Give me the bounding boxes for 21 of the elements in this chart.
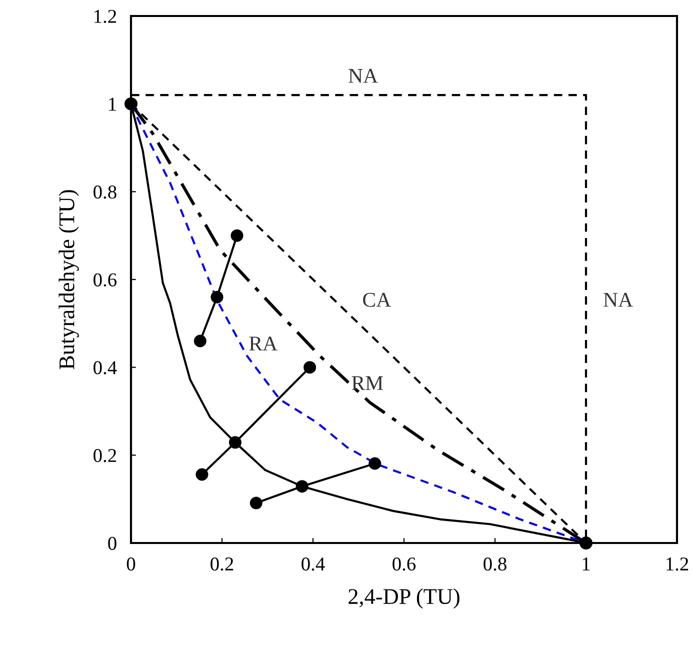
annotation: NA <box>604 292 633 307</box>
x-tick-label: 0 <box>126 557 136 571</box>
y-axis-title: Butyraldehyde (TU) <box>58 190 79 370</box>
annotation: RM <box>352 376 384 390</box>
x-tick-label: 0.4 <box>302 557 325 571</box>
y-tick-label: 0.2 <box>94 448 116 462</box>
y-tick-label: 0 <box>108 536 116 550</box>
x-axis-title: 2,4-DP (TU) <box>348 588 460 609</box>
x-tick-label: 0.8 <box>484 557 506 571</box>
x-tick-label: 1 <box>582 558 590 570</box>
x-tick-label: 0.2 <box>210 557 234 571</box>
y-tick-label: 0.8 <box>94 185 116 199</box>
annotation: CA <box>363 292 392 307</box>
x-tick-label: 0.6 <box>392 557 416 571</box>
x-tick-label: 1.2 <box>666 558 688 571</box>
y-tick-label: 1.2 <box>94 10 116 24</box>
y-tick-label: 0.4 <box>94 361 117 374</box>
annotation: NA <box>348 68 378 83</box>
y-tick-label: 1 <box>109 98 116 111</box>
annotation: RA <box>249 336 278 350</box>
y-tick-label: 0.6 <box>94 273 117 287</box>
